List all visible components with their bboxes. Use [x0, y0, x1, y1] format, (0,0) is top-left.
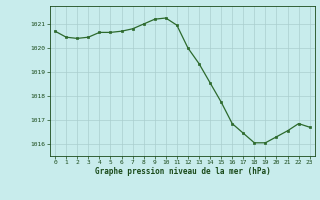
X-axis label: Graphe pression niveau de la mer (hPa): Graphe pression niveau de la mer (hPa)	[94, 167, 270, 176]
